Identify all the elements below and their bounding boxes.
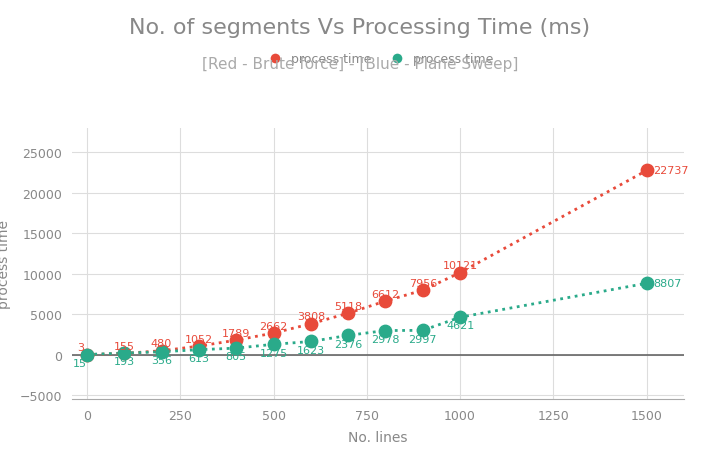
- Y-axis label: process time: process time: [0, 219, 12, 308]
- Text: 3808: 3808: [297, 312, 325, 322]
- process time: [268, 341, 279, 348]
- Text: 155: 155: [114, 341, 135, 351]
- process time: [156, 347, 167, 355]
- process time: [379, 298, 391, 305]
- Text: 2376: 2376: [334, 339, 362, 349]
- Text: 2662: 2662: [259, 321, 287, 331]
- process time: [268, 330, 279, 337]
- process time: [230, 337, 242, 344]
- Text: 1275: 1275: [259, 348, 287, 358]
- Text: 613: 613: [189, 353, 210, 363]
- process time: [119, 350, 130, 357]
- process time: [641, 280, 652, 287]
- Text: [Red - Brute force] - [Blue - Plane Sweep]: [Red - Brute force] - [Blue - Plane Swee…: [202, 57, 518, 73]
- process time: [641, 168, 652, 175]
- process time: [193, 343, 204, 350]
- Text: 7956: 7956: [409, 278, 437, 288]
- process time: [454, 269, 466, 277]
- Text: 805: 805: [225, 352, 247, 362]
- Legend: process time, process time: process time, process time: [258, 48, 498, 71]
- process time: [81, 351, 93, 358]
- Text: 2997: 2997: [408, 334, 437, 344]
- Text: 22737: 22737: [654, 166, 689, 176]
- process time: [379, 327, 391, 335]
- Text: 8807: 8807: [654, 279, 682, 289]
- Text: 193: 193: [114, 357, 135, 367]
- process time: [193, 346, 204, 353]
- process time: [119, 350, 130, 357]
- process time: [305, 320, 317, 328]
- process time: [454, 314, 466, 321]
- Text: 2978: 2978: [372, 334, 400, 344]
- Text: 10121: 10121: [443, 261, 477, 271]
- process time: [305, 338, 317, 346]
- Text: 1789: 1789: [222, 328, 251, 338]
- Text: 356: 356: [151, 355, 172, 365]
- X-axis label: No. lines: No. lines: [348, 431, 408, 444]
- Text: No. of segments Vs Processing Time (ms): No. of segments Vs Processing Time (ms): [130, 18, 590, 38]
- process time: [417, 327, 428, 334]
- Text: 15: 15: [73, 358, 87, 368]
- Text: 1623: 1623: [297, 345, 325, 355]
- process time: [343, 310, 354, 317]
- Text: 6612: 6612: [372, 289, 400, 299]
- process time: [230, 345, 242, 352]
- Text: 1052: 1052: [185, 334, 213, 344]
- Text: 3: 3: [77, 342, 84, 353]
- process time: [81, 351, 93, 358]
- Text: 5118: 5118: [334, 301, 362, 311]
- process time: [343, 332, 354, 339]
- Text: 480: 480: [151, 339, 172, 348]
- process time: [156, 348, 167, 356]
- Text: 4621: 4621: [446, 321, 474, 331]
- process time: [417, 287, 428, 294]
